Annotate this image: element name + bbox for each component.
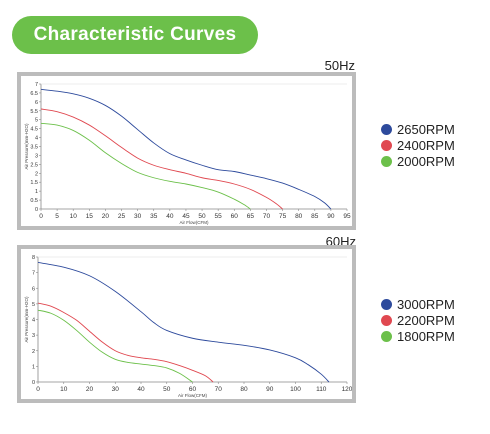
legend-label: 2400RPM xyxy=(397,137,455,153)
y-tick-label: 7 xyxy=(32,271,35,277)
x-tick-label: 20 xyxy=(102,213,110,220)
x-tick-label: 60 xyxy=(231,213,239,220)
legend-item: 2400RPM xyxy=(381,137,455,153)
x-tick-label: 10 xyxy=(70,213,78,220)
y-tick-label: 1 xyxy=(35,189,38,195)
chart-50hz: 00.511.522.533.544.555.566.570 5 10 15 20 25 3… xyxy=(24,82,351,225)
legend-dot-red xyxy=(381,314,392,326)
x-tick-label: 35 xyxy=(150,213,158,220)
x-tick-label: 70 xyxy=(263,213,271,220)
page-title: Characteristic Curves xyxy=(33,24,237,45)
series-line-2200rpm xyxy=(37,302,214,383)
legend-dot-red xyxy=(381,139,392,151)
x-tick-label: 30 xyxy=(112,386,120,393)
frequency-label-50hz: 50Hz xyxy=(324,58,355,73)
series-line-2650rpm xyxy=(40,88,332,210)
x-tick-label: 90 xyxy=(266,386,274,393)
series-line-2400rpm xyxy=(40,108,283,210)
chart-50hz-frame: 0 0.5 1 1.5 2 2.5 3 3.5 4 4.5 5 5.5 6 6.5 7 0 5 10 15 20 25 3… xyxy=(17,72,356,230)
x-tick-label: 0 xyxy=(36,386,40,393)
legend-label: 1800RPM xyxy=(397,328,455,344)
x-tick-label: 75 xyxy=(279,213,287,220)
x-tick-label: 30 xyxy=(134,213,142,220)
y-tick-label: 6.5 xyxy=(30,91,38,97)
chart-60hz-frame: 0 1 2 3 4 5 6 7 8 0 10 20 30 40 50 60 70 80 90 100 110 120 Air… xyxy=(17,245,356,403)
y-axis-label: Air Pressure(mm-H2O) xyxy=(24,123,29,170)
y-tick-label: 2.5 xyxy=(30,162,38,168)
x-tick-label: 50 xyxy=(198,213,206,220)
y-tick-label: 7 xyxy=(35,82,38,88)
x-tick-label: 70 xyxy=(215,386,223,393)
series-line-2000rpm xyxy=(40,122,251,210)
x-tick-label: 110 xyxy=(316,386,327,393)
legend-label: 2650RPM xyxy=(397,121,455,137)
x-tick-label: 85 xyxy=(311,213,319,220)
series-line-3000rpm xyxy=(37,262,330,383)
legend-label: 2000RPM xyxy=(397,153,455,169)
legend-item: 1800RPM xyxy=(381,328,455,344)
x-tick-label: 20 xyxy=(86,386,94,393)
x-tick-label: 45 xyxy=(182,213,190,220)
x-tick-label: 40 xyxy=(166,213,174,220)
page-title-pill: Characteristic Curves xyxy=(12,16,258,54)
legend-50hz: 2650RPM 2400RPM 2000RPM xyxy=(381,121,455,169)
x-tick-label: 95 xyxy=(343,213,351,220)
y-tick-label: 1.5 xyxy=(30,180,38,186)
legend-60hz: 3000RPM 2200RPM 1800RPM xyxy=(381,296,455,344)
y-tick-label: 4 xyxy=(35,136,38,142)
legend-dot-green xyxy=(381,330,392,342)
y-tick-label: 5.5 xyxy=(30,109,38,115)
y-tick-label: 0 xyxy=(35,207,38,213)
y-tick-label: 4 xyxy=(32,318,35,324)
legend-item: 2650RPM xyxy=(381,121,455,137)
x-tick-label: 50 xyxy=(163,386,171,393)
y-tick-label: 5 xyxy=(32,302,35,308)
legend-label: 3000RPM xyxy=(397,296,455,312)
x-tick-label: 25 xyxy=(118,213,126,220)
x-tick-label: 90 xyxy=(327,213,335,220)
y-tick-label: 2 xyxy=(32,349,35,355)
y-tick-label: 5 xyxy=(35,118,38,124)
y-tick-label: 1 xyxy=(32,364,35,370)
y-tick-label: 2 xyxy=(35,171,38,177)
y-tick-label: 3 xyxy=(35,153,38,159)
x-tick-label: 10 xyxy=(60,386,68,393)
legend-label: 2200RPM xyxy=(397,312,455,328)
x-tick-label: 60 xyxy=(189,386,197,393)
x-axis-label: Air Flow(CFM) xyxy=(178,393,207,398)
y-axis-label: Air Pressure(mm-H2O) xyxy=(24,296,29,343)
x-tick-label: 15 xyxy=(86,213,94,220)
y-tick-label: 6 xyxy=(32,286,35,292)
x-tick-label: 55 xyxy=(215,213,223,220)
legend-dot-green xyxy=(381,155,392,167)
legend-item: 3000RPM xyxy=(381,296,455,312)
x-tick-label: 100 xyxy=(290,386,301,393)
y-tick-label: 0 xyxy=(32,380,35,386)
x-tick-label: 65 xyxy=(247,213,255,220)
legend-item: 2200RPM xyxy=(381,312,455,328)
y-tick-label: 3 xyxy=(32,333,35,339)
y-tick-label: 4.5 xyxy=(30,127,38,133)
x-tick-label: 5 xyxy=(55,213,59,220)
y-tick-label: 0.5 xyxy=(30,198,38,204)
legend-item: 2000RPM xyxy=(381,153,455,169)
y-tick-label: 3.5 xyxy=(30,145,38,151)
x-tick-label: 120 xyxy=(342,386,352,393)
legend-dot-blue xyxy=(381,298,392,310)
series-line-1800rpm xyxy=(37,309,193,383)
x-tick-label: 80 xyxy=(295,213,303,220)
y-tick-label: 8 xyxy=(32,255,35,261)
y-tick-label: 6 xyxy=(35,100,38,106)
x-tick-label: 0 xyxy=(39,213,43,220)
x-tick-label: 80 xyxy=(240,386,248,393)
x-tick-label: 40 xyxy=(137,386,145,393)
legend-dot-blue xyxy=(381,123,392,135)
x-axis-label: Air Flow(CFM) xyxy=(180,220,209,225)
